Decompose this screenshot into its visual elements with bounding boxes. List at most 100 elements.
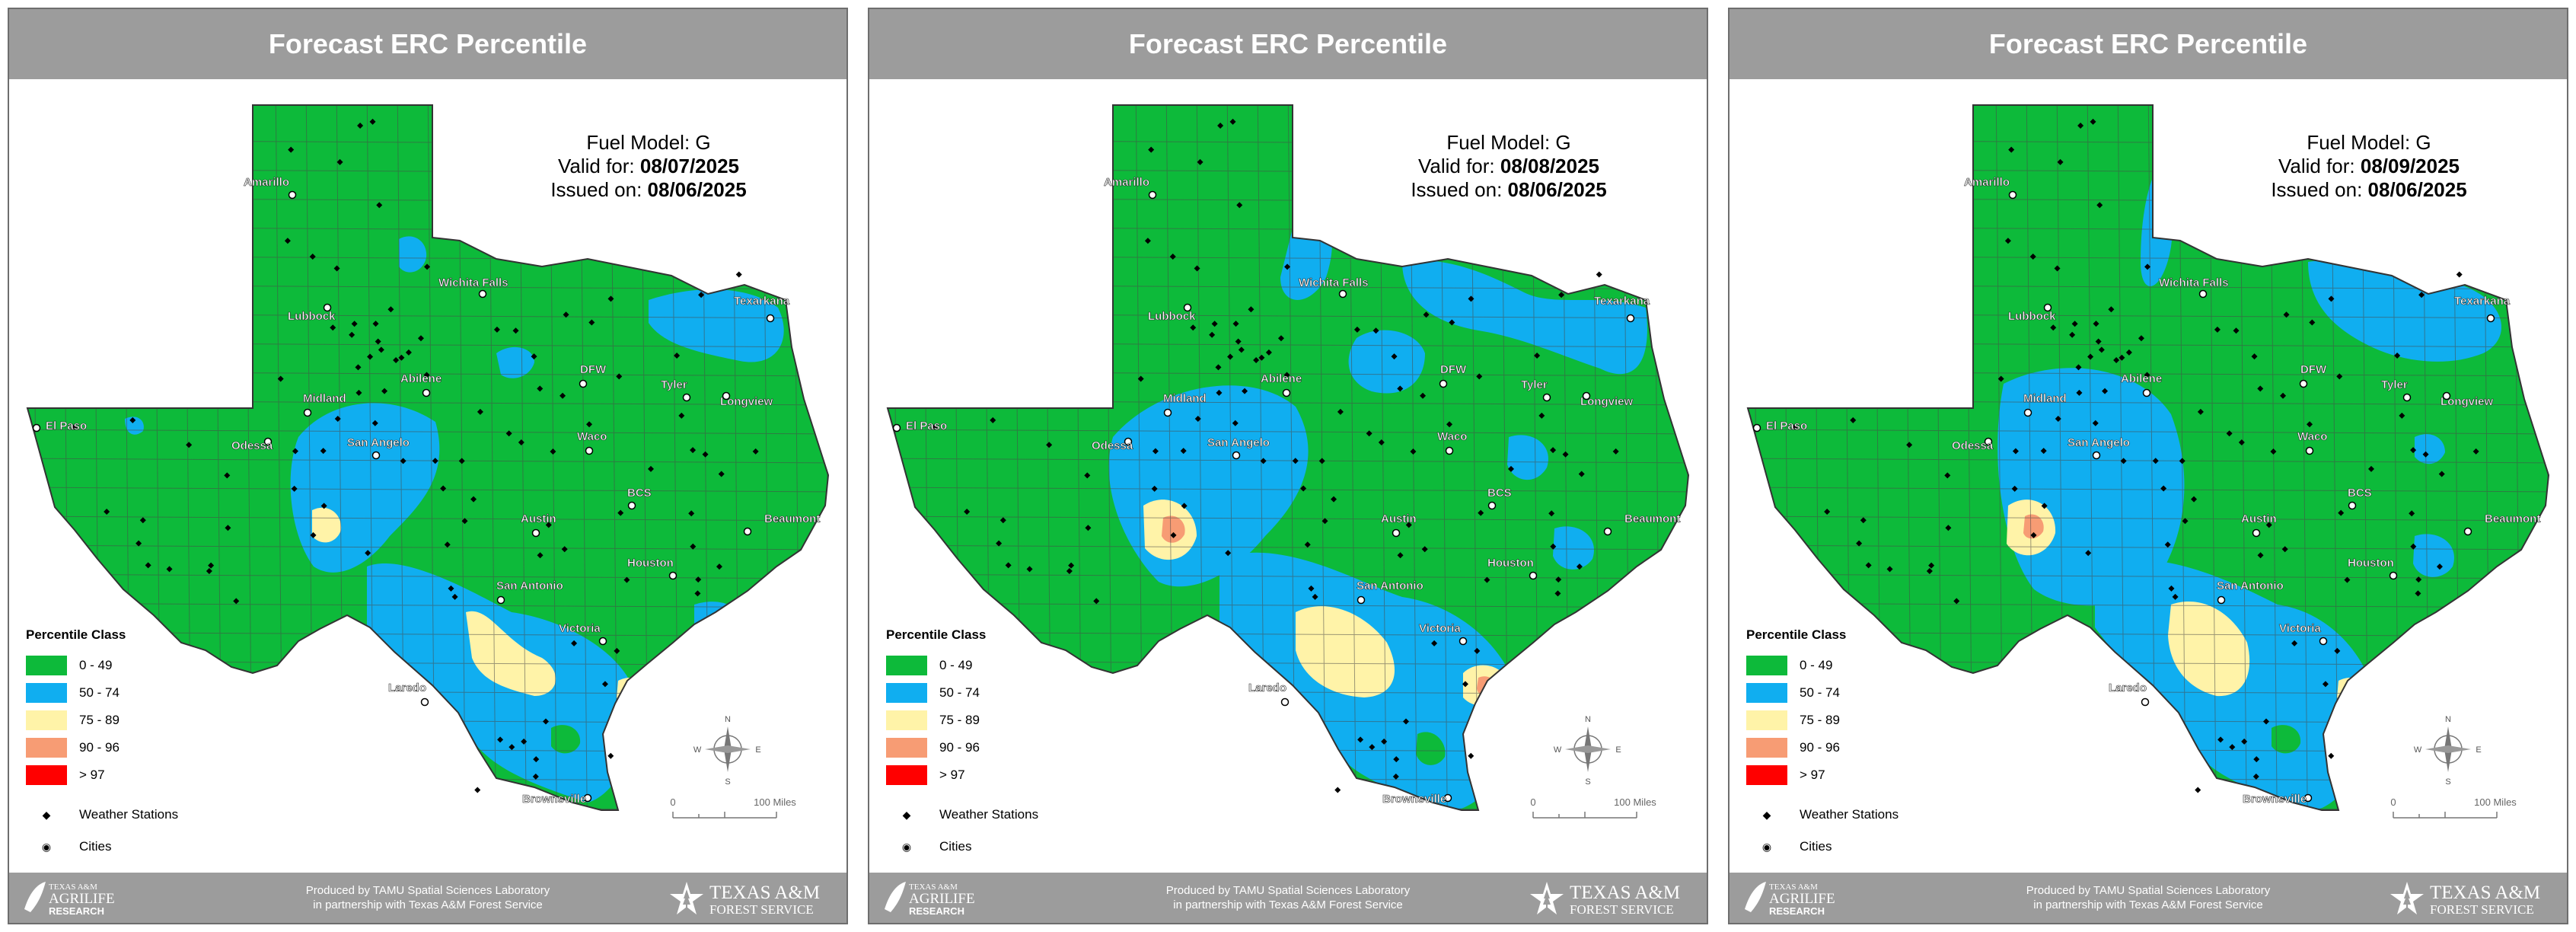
scale-bar: 0 100 Miles [2390,796,2517,819]
city-marker: Abilene [400,372,442,397]
percentile-zone [2413,534,2454,577]
weather-station-marker [166,566,173,573]
legend-class-row: 0 - 49 [26,652,178,679]
svg-text:N: N [725,715,731,724]
weather-station-marker [1217,123,1224,129]
city-marker: Odessa [1952,437,1994,452]
percentile-zone [2168,601,2250,697]
weather-station-marker [375,338,381,345]
compass-rose: N S E W [2414,715,2482,787]
panel-title: Forecast ERC Percentile [9,9,846,79]
weather-station-marker [2253,756,2260,763]
panel-footer: TEXAS A&M AGRILIFE RESEARCH Produced by … [9,873,846,923]
weather-station-marker [545,522,552,528]
city-marker: DFW [2299,363,2327,388]
weather-station-marker [206,567,212,574]
weather-station-marker [2409,510,2415,517]
weather-station-marker [2410,543,2417,550]
weather-station-marker [2270,448,2277,455]
panel-footer: TEXAS A&M AGRILIFE RESEARCH Produced by … [1730,873,2567,923]
legend-class-label: 0 - 49 [79,658,113,672]
weather-station-marker [531,353,537,360]
weather-station-marker [2077,123,2084,129]
city-label: Longview [1580,395,1634,408]
weather-station-marker [284,238,291,244]
weather-station-marker [1403,718,1410,725]
weather-station-marker [104,509,110,515]
legend-class-row: 0 - 49 [886,652,1038,679]
legend-swatch [26,765,67,785]
weather-station-marker [1283,372,1290,378]
city-label: Laredo [2109,681,2147,694]
weather-station-marker [1538,412,1545,419]
city-marker: Austin [2241,512,2277,538]
weather-station-marker [292,448,298,455]
city-label: Houston [2348,557,2394,570]
weather-station-marker [1152,448,1159,455]
weather-station-marker [1824,509,1831,515]
weather-station-marker [1423,311,1430,318]
weather-station-marker [355,364,362,371]
legend-class-row: 50 - 74 [1746,679,1899,707]
svg-text:RESEARCH: RESEARCH [49,905,104,917]
legend-swatch [886,765,927,785]
svg-text:W: W [2414,745,2422,755]
city-symbol-icon: ◉ [1761,840,1772,853]
legend-symbol-row: ◉ Cities [886,833,1038,860]
legend-class-row: 50 - 74 [26,679,178,707]
weather-station-marker [474,787,481,793]
weather-station-marker [2438,471,2445,477]
state-outline [1746,104,2550,811]
percentile-zone [2415,434,2445,464]
legend-class-row: 0 - 49 [1746,652,1899,679]
weather-station-marker [1576,563,1583,570]
city-labels: Amarillo Lubbock Wichita Falls Texarkana El … [892,176,1681,806]
texas-map: Amarillo Lubbock Wichita Falls Texarkana El … [1746,104,2550,819]
city-marker: Laredo [2109,681,2150,707]
svg-text:S: S [1585,777,1590,787]
legend-class-row: > 97 [26,761,178,789]
weather-station-marker [2108,306,2115,313]
weather-station-marker [1397,552,1404,559]
city-label: Abilene [2121,372,2162,385]
city-marker: Tyler [2381,378,2412,402]
svg-text:100 Miles: 100 Miles [754,796,796,808]
weather-station-marker [2251,353,2258,360]
weather-station-marker [1906,442,1913,448]
legend-class-label: > 97 [79,768,105,782]
city-label: Waco [1437,430,1467,443]
weather-station-marker [607,752,614,759]
city-label: Wichita Falls [1299,276,1369,289]
weather-station-marker [532,773,539,780]
weather-station-marker [1405,522,1412,528]
panel-footer: TEXAS A&M AGRILIFE RESEARCH Produced by … [869,873,1707,923]
city-marker: Beaumont [1603,512,1681,536]
weather-station-marker [521,738,528,745]
legend-class-label: > 97 [939,768,965,782]
weather-station-marker [648,465,655,472]
weather-station-marker [309,253,316,260]
weather-station-marker [1886,566,1893,573]
city-marker: Lubbock [2008,303,2056,323]
city-marker: Tyler [1521,378,1551,402]
weather-station-marker [424,263,431,270]
weather-station-marker [129,417,136,423]
weather-station-marker [614,647,620,654]
city-label: Odessa [231,439,273,452]
weather-station-marker [1300,485,1307,492]
state-outline [886,104,1690,811]
svg-text:100 Miles: 100 Miles [1614,796,1656,808]
weather-station-marker [400,458,406,464]
city-marker: Brownsville [2243,793,2313,806]
weather-station-marker [537,552,544,559]
weather-station-marker [2422,451,2429,458]
weather-station-marker [1312,593,1318,600]
city-marker: Lubbock [288,303,336,323]
weather-station-marker [1190,324,1197,331]
weather-station-marker [1334,787,1341,793]
city-marker: Midland [303,392,346,417]
weather-station-marker [1337,408,1344,415]
legend-class-label: 90 - 96 [1800,740,1840,755]
weather-station-marker [1953,598,1960,605]
weather-station-marker [688,510,695,517]
